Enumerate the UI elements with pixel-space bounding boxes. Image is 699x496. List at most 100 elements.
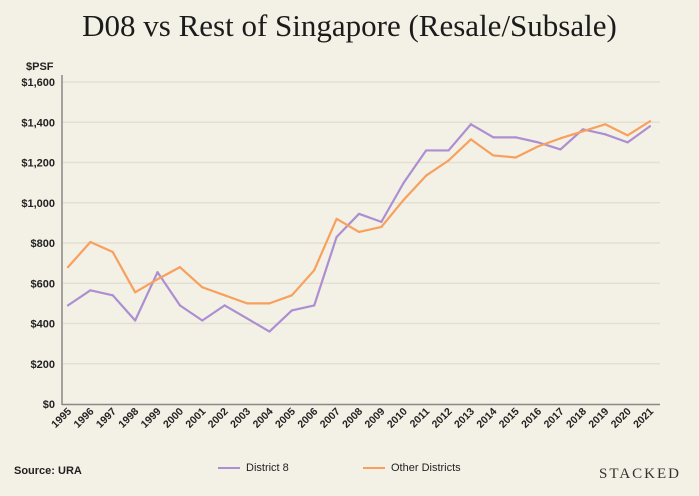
data-point — [245, 302, 249, 305]
data-point — [313, 269, 316, 272]
x-tick-label: 2000 — [161, 406, 186, 431]
data-point — [313, 304, 316, 307]
x-tick-label: 2015 — [497, 406, 522, 431]
x-tick-label: 2012 — [430, 406, 455, 431]
x-tick-label: 1997 — [94, 406, 119, 431]
data-point — [514, 136, 517, 139]
data-point — [357, 230, 361, 234]
brand-logo: STACKED — [599, 466, 681, 482]
data-point — [536, 141, 540, 144]
x-tick-label: 2001 — [183, 406, 208, 431]
x-tick-label: 2017 — [542, 406, 567, 431]
y-tick-label: $1,200 — [21, 158, 55, 170]
data-point — [447, 159, 450, 162]
data-point — [111, 250, 114, 254]
data-point — [268, 330, 271, 333]
data-point — [178, 266, 182, 269]
data-point — [425, 174, 428, 177]
data-point — [648, 120, 652, 123]
y-tick-label: $600 — [31, 278, 55, 290]
data-point — [335, 217, 338, 220]
data-point — [66, 304, 70, 307]
x-tick-label: 2019 — [586, 406, 611, 431]
data-point — [66, 266, 70, 269]
chart-title: D08 vs Rest of Singapore (Resale/Subsale… — [82, 8, 617, 43]
data-point — [380, 225, 383, 228]
data-point — [604, 133, 607, 136]
data-point — [425, 149, 428, 152]
data-point — [357, 212, 361, 215]
y-tick-label: $1,000 — [21, 198, 55, 210]
data-point — [268, 302, 271, 305]
data-point — [536, 145, 540, 148]
data-point — [335, 235, 338, 239]
data-point — [290, 309, 293, 312]
x-tick-label: 1998 — [116, 406, 141, 431]
x-tick-label: 2020 — [609, 406, 634, 431]
data-point — [514, 156, 517, 159]
data-point — [89, 289, 92, 292]
x-tick-label: 2021 — [631, 406, 656, 431]
legend-item-district-8: District 8 — [218, 462, 289, 474]
x-tick-label: 2003 — [228, 406, 253, 431]
x-tick-label: 2009 — [363, 406, 388, 431]
data-point — [178, 304, 182, 307]
x-tick-label: 2014 — [474, 406, 499, 431]
data-point — [447, 149, 450, 152]
x-tick-label: 2013 — [452, 406, 477, 431]
x-tick-label: 2002 — [206, 406, 231, 431]
data-point — [402, 198, 405, 201]
data-point — [604, 123, 607, 126]
x-tick-label: 1999 — [139, 406, 164, 431]
data-point — [626, 141, 629, 144]
series-line-district-8 — [67, 123, 651, 333]
data-point — [134, 291, 137, 294]
x-tick-label: 2007 — [318, 406, 343, 431]
data-point — [559, 148, 562, 151]
data-point — [111, 294, 114, 297]
source-note: Source: URA — [14, 465, 82, 477]
x-tick-label: 2006 — [295, 406, 320, 431]
data-point — [223, 294, 226, 297]
x-tick-label: 2008 — [340, 406, 365, 431]
legend-swatch — [363, 467, 385, 469]
data-point — [559, 137, 562, 140]
x-tick-label: 2010 — [385, 406, 410, 431]
legend-swatch — [218, 467, 240, 469]
data-point — [201, 319, 204, 322]
y-tick-label: $1,400 — [21, 117, 55, 129]
data-point — [201, 286, 204, 289]
data-point — [156, 278, 159, 281]
x-tick-label: 2004 — [251, 406, 276, 431]
y-tick-label: $0 — [43, 399, 55, 411]
data-point — [156, 271, 159, 274]
x-tick-label: 2011 — [408, 406, 433, 431]
data-point — [89, 240, 92, 244]
y-tick-label: $200 — [31, 359, 55, 371]
data-point — [134, 319, 137, 322]
data-point — [223, 304, 226, 307]
data-point — [402, 181, 405, 184]
data-point — [380, 220, 383, 223]
data-point — [245, 317, 249, 320]
data-point — [469, 123, 473, 126]
x-tick-label: 2005 — [273, 406, 298, 431]
x-tick-label: 2016 — [519, 406, 544, 431]
legend-label: Other Districts — [391, 462, 461, 474]
x-tick-label: 1996 — [72, 406, 97, 431]
data-point — [581, 130, 584, 133]
legend-item-other-districts: Other Districts — [363, 462, 461, 474]
y-tick-label: $400 — [31, 319, 55, 331]
legend-label: District 8 — [246, 462, 289, 474]
y-tick-label: $800 — [31, 238, 55, 250]
data-point — [469, 138, 473, 141]
data-point — [492, 154, 495, 157]
x-tick-label: 2018 — [564, 406, 589, 431]
data-point — [581, 128, 584, 131]
data-point — [290, 294, 293, 297]
data-point — [626, 134, 629, 137]
data-point — [648, 125, 652, 128]
y-tick-label: $1,600 — [21, 77, 55, 89]
y-axis-label: $PSF — [26, 61, 54, 73]
